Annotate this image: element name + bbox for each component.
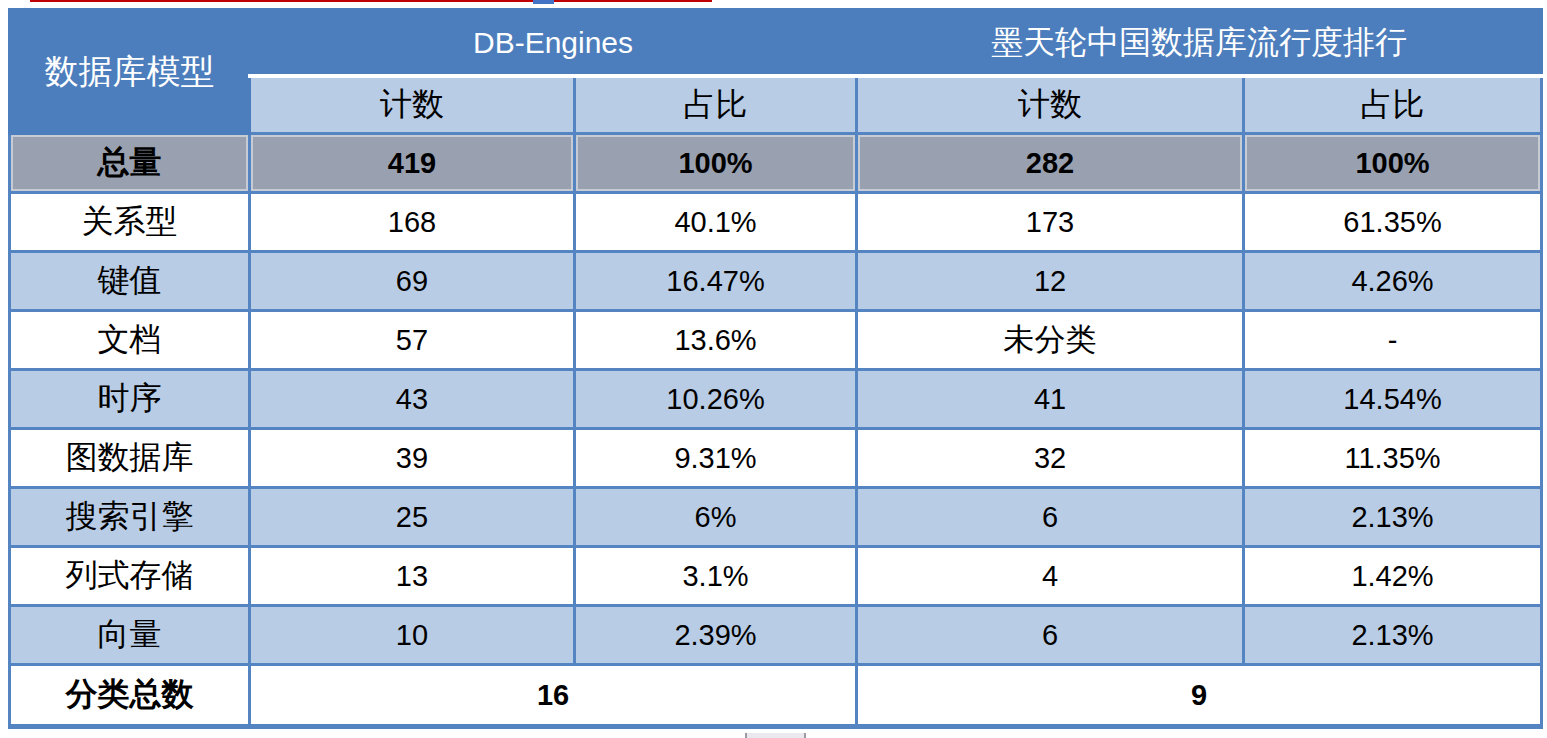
- modb-share-cell: 14.54%: [1244, 370, 1542, 429]
- page: 数据库模型 DB-Engines 墨天轮中国数据库流行度排行 计数 占比 计数 …: [0, 0, 1547, 738]
- col-group-modb-ranking: 墨天轮中国数据库流行度排行: [857, 10, 1542, 77]
- db-engines-share-cell: 16.47%: [575, 252, 857, 311]
- table-row-total: 总量 419 100% 282 100%: [10, 134, 1542, 193]
- db-engines-count-cell: 10: [250, 606, 575, 665]
- table-row-relational: 关系型 168 40.1% 173 61.35%: [10, 193, 1542, 252]
- modb-share-cell: 1.42%: [1244, 547, 1542, 606]
- db-engines-share-cell: 2.39%: [575, 606, 857, 665]
- modb-count-cell: 173: [857, 193, 1244, 252]
- database-model-comparison-table: 数据库模型 DB-Engines 墨天轮中国数据库流行度排行 计数 占比 计数 …: [8, 8, 1543, 729]
- modb-share-cell: 100%: [1244, 134, 1542, 193]
- modb-count-cell: 未分类: [857, 311, 1244, 370]
- header-group-row: 数据库模型 DB-Engines 墨天轮中国数据库流行度排行: [10, 10, 1542, 77]
- modb-category-total-cell: 9: [857, 665, 1542, 727]
- modb-count-cell: 32: [857, 429, 1244, 488]
- row-label-columnar: 列式存储: [10, 547, 250, 606]
- modb-share-cell: -: [1244, 311, 1542, 370]
- modb-count-cell: 12: [857, 252, 1244, 311]
- col-group-db-engines: DB-Engines: [250, 10, 857, 77]
- table-row-columnar: 列式存储 13 3.1% 4 1.42%: [10, 547, 1542, 606]
- modb-share-cell: 61.35%: [1244, 193, 1542, 252]
- row-label-time-series: 时序: [10, 370, 250, 429]
- modb-share-cell: 11.35%: [1244, 429, 1542, 488]
- db-engines-share-cell: 100%: [575, 134, 857, 193]
- modb-share-cell: 2.13%: [1244, 606, 1542, 665]
- row-label-search-engine: 搜索引擎: [10, 488, 250, 547]
- db-engines-count-cell: 168: [250, 193, 575, 252]
- row-label-total: 总量: [10, 134, 250, 193]
- row-label-document: 文档: [10, 311, 250, 370]
- table-row-time-series: 时序 43 10.26% 41 14.54%: [10, 370, 1542, 429]
- table-row-graph: 图数据库 39 9.31% 32 11.35%: [10, 429, 1542, 488]
- row-label-category-count: 分类总数: [10, 665, 250, 727]
- table-row-search-engine: 搜索引擎 25 6% 6 2.13%: [10, 488, 1542, 547]
- col-header-modb-count: 计数: [857, 76, 1244, 134]
- db-engines-count-cell: 69: [250, 252, 575, 311]
- db-engines-share-cell: 6%: [575, 488, 857, 547]
- row-label-key-value: 键值: [10, 252, 250, 311]
- db-engines-count-cell: 39: [250, 429, 575, 488]
- db-engines-share-cell: 10.26%: [575, 370, 857, 429]
- bottom-edge-scrollbar-fragment: [745, 733, 806, 738]
- modb-count-cell: 282: [857, 134, 1244, 193]
- col-header-db-engines-share: 占比: [575, 76, 857, 134]
- row-label-graph: 图数据库: [10, 429, 250, 488]
- db-engines-share-cell: 40.1%: [575, 193, 857, 252]
- top-edge-blue-fragment: [533, 0, 554, 4]
- db-engines-share-cell: 13.6%: [575, 311, 857, 370]
- table-row-key-value: 键值 69 16.47% 12 4.26%: [10, 252, 1542, 311]
- modb-share-cell: 4.26%: [1244, 252, 1542, 311]
- modb-count-cell: 4: [857, 547, 1244, 606]
- modb-count-cell: 6: [857, 606, 1244, 665]
- db-engines-count-cell: 25: [250, 488, 575, 547]
- col-header-modb-share: 占比: [1244, 76, 1542, 134]
- db-engines-count-cell: 43: [250, 370, 575, 429]
- table-row-document: 文档 57 13.6% 未分类 -: [10, 311, 1542, 370]
- table-row-category-count: 分类总数 16 9: [10, 665, 1542, 727]
- db-engines-count-cell: 57: [250, 311, 575, 370]
- db-engines-category-total-cell: 16: [250, 665, 857, 727]
- row-label-vector: 向量: [10, 606, 250, 665]
- db-engines-count-cell: 419: [250, 134, 575, 193]
- top-edge-red-line-fragment: [30, 0, 712, 2]
- db-engines-share-cell: 3.1%: [575, 547, 857, 606]
- table-row-vector: 向量 10 2.39% 6 2.13%: [10, 606, 1542, 665]
- db-engines-count-cell: 13: [250, 547, 575, 606]
- modb-share-cell: 2.13%: [1244, 488, 1542, 547]
- col-header-db-engines-count: 计数: [250, 76, 575, 134]
- db-engines-share-cell: 9.31%: [575, 429, 857, 488]
- col-header-database-model: 数据库模型: [10, 10, 250, 134]
- row-label-relational: 关系型: [10, 193, 250, 252]
- modb-count-cell: 6: [857, 488, 1244, 547]
- modb-count-cell: 41: [857, 370, 1244, 429]
